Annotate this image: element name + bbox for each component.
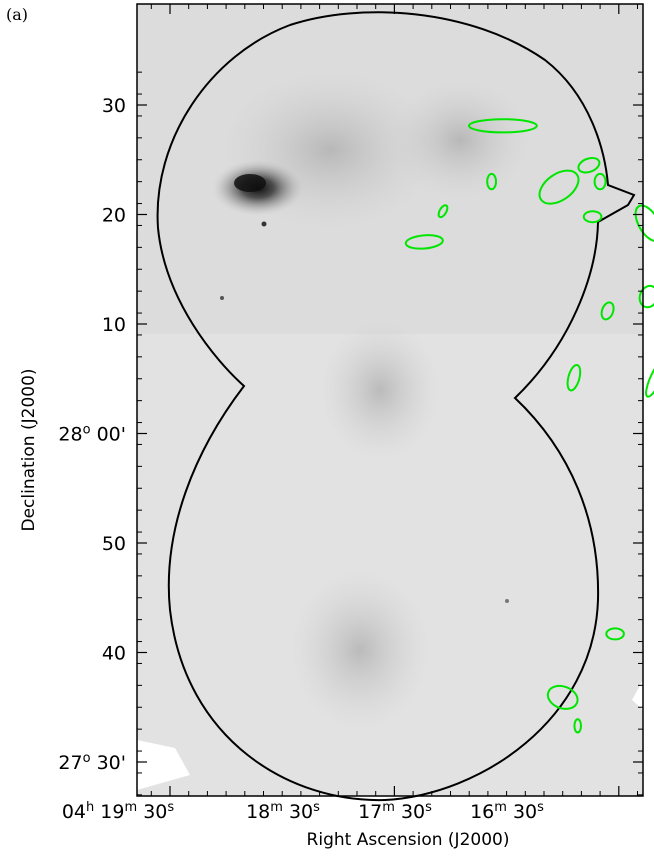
source-ellipse <box>546 684 579 710</box>
source-ellipse <box>605 627 625 641</box>
source-ellipse <box>577 156 601 174</box>
source-ellipse <box>566 363 582 392</box>
point-source <box>261 221 267 227</box>
y-tick-label: 10 <box>102 314 126 336</box>
axis-ticks <box>137 4 643 796</box>
y-tick-label: 40 <box>102 643 126 665</box>
x-axis-label: Right Ascension (J2000) <box>307 830 510 850</box>
y-tick-label: 20 <box>102 205 126 227</box>
source-ellipse <box>634 204 654 243</box>
blank-region <box>137 740 190 790</box>
coverage-contour <box>156 11 636 802</box>
y-tick-label: 27o 30' <box>58 751 126 775</box>
x-tick-labels: 04h 19m 30s 18m 30s 17m 30s 16m 30s <box>62 800 544 824</box>
y-tick-labels: 30 20 10 28o 00' 50 40 27o 30' <box>58 95 126 774</box>
map-cloud <box>390 80 530 200</box>
source-ellipse <box>582 210 603 224</box>
source-ellipse <box>593 172 607 191</box>
point-source <box>505 599 509 603</box>
sky-map <box>137 4 643 796</box>
source-ellipse <box>600 301 615 321</box>
x-tick-label: 17m 30s <box>358 800 432 824</box>
blank-region <box>632 680 643 710</box>
x-tick-label: 04h 19m 30s <box>62 800 175 824</box>
x-tick-label: 18m 30s <box>246 800 320 824</box>
x-tick-label: 16m 30s <box>470 800 544 824</box>
panel-label: (a) <box>6 5 28 24</box>
dark-core-center <box>234 174 266 192</box>
plot-frame <box>136 3 644 797</box>
source-ellipse <box>437 204 449 219</box>
point-source <box>220 296 224 300</box>
source-ellipse <box>573 718 583 734</box>
map-cloud <box>290 570 430 730</box>
source-ellipse <box>486 172 498 191</box>
source-ellipses <box>404 118 654 734</box>
source-ellipse <box>650 147 654 198</box>
y-tick-label: 50 <box>102 533 126 555</box>
source-ellipse <box>645 357 654 398</box>
source-ellipse <box>404 234 444 250</box>
source-ellipse <box>638 284 654 309</box>
source-ellipse <box>467 118 538 134</box>
map-cloud <box>320 320 440 460</box>
source-ellipse <box>538 169 580 205</box>
y-tick-label: 30 <box>102 95 126 117</box>
y-tick-label: 28o 00' <box>58 422 126 446</box>
y-axis-label: Declination (J2000) <box>19 368 39 531</box>
